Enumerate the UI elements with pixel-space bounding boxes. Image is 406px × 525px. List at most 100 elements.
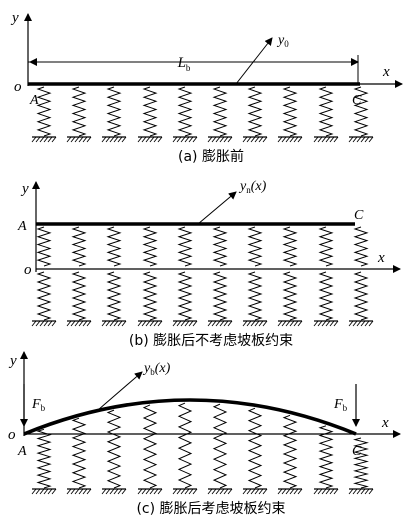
panel-a-spring [106,86,122,137]
panel-a-ground-hatch [66,136,72,143]
panel-a-ground-hatch [82,136,88,143]
panel-b-ground-hatch [188,320,194,327]
panel-a-ground-hatch [149,136,155,143]
panel-a-ground-hatch [145,136,151,143]
panel-b-spring-lower [247,271,263,321]
panel-b-ground-hatch [317,320,323,327]
panel-b-ground-hatch [289,320,295,327]
panel-a-spring [212,86,228,137]
panel-b-ground-hatch [35,320,41,327]
panel-b-spring-upper [318,226,334,267]
panel-c-displacement-sub: b [150,367,155,377]
panel-c-ground-hatch [246,488,252,495]
panel-a-ground-hatch [313,136,319,143]
panel-b-ground-hatch [333,320,339,327]
panel-b-spring-upper [106,226,122,267]
panel-b-ground-hatch [157,320,163,327]
panel-a-spring [71,86,87,137]
panel-b-ground-hatch [368,320,374,327]
panel-a-ground-hatch [333,136,339,143]
panel-c-ground-hatch [348,488,354,495]
panel-a-ground-hatch [101,136,107,143]
panel-b-ground-hatch [192,320,198,327]
panel-a-ground-hatch [39,136,45,143]
panel-b-spring-upper [177,226,193,267]
panel-a-ground-hatch [105,136,111,143]
panel-a-y-axis-label: y [10,10,19,26]
panel-c-ground-hatch [137,488,143,495]
panel-b-ground-hatch [223,320,229,327]
panel-c-force-right-sub: b [343,403,348,413]
panel-a-ground-hatch [293,136,299,143]
panel-c-ground-hatch [325,488,331,495]
panel-c-spring [353,437,369,489]
panel-b-ground-hatch [47,320,53,327]
panel-b-point-c: C [354,208,364,223]
panel-a-ground-hatch [78,136,84,143]
panel-b-ground-hatch [78,320,84,327]
panel-a-ground-hatch [172,136,178,143]
panel-c-ground-hatch [47,488,53,495]
panel-a-spring-bed [31,86,374,143]
panel-c-ground-hatch [317,488,323,495]
panel-c-spring [212,403,228,489]
panel-a-point-a: A [29,93,39,108]
panel-a-ground-hatch [348,136,354,143]
panel-c-spring [36,428,52,489]
panel-b-ground-hatch [356,320,362,327]
panel-b-ground-hatch [348,320,354,327]
panel-c: y x o A C Fb Fb yb(x) (c) 膨胀后考虑坡板约束 [8,351,401,517]
panel-c-ground-hatch [74,488,80,495]
panel-b-point-a: A [17,219,27,234]
panel-c-ground-hatch [223,488,229,495]
panel-b-displacement-arrow [197,191,237,225]
panel-a-ground-hatch [277,136,283,143]
panel-a-origin-label: o [14,79,22,95]
panel-c-ground-hatch [352,488,358,495]
panel-c-ground-hatch [192,488,198,495]
svg-text:Fb: Fb [333,397,348,413]
panel-a-ground-hatch [329,136,335,143]
panel-c-point-a: A [17,444,27,459]
panel-a: y x o Lb y0 A C (a) 膨胀前 [10,10,403,165]
panel-c-ground-hatch [149,488,155,495]
panel-c-displacement-arg: (x) [155,361,171,376]
panel-a-ground-hatch [250,136,256,143]
panel-b-ground-hatch [250,320,256,327]
panel-a-ground-hatch [35,136,41,143]
panel-a-ground-hatch [285,136,291,143]
panel-b-ground-hatch [211,320,217,327]
panel-b-spring-upper [71,226,87,267]
panel-a-ground-hatch [360,136,366,143]
panel-c-force-left-sub: b [41,403,46,413]
panel-a-spring [36,86,52,137]
panel-a-ground-hatch [223,136,229,143]
panel-a-ground-hatch [47,136,53,143]
panel-b-ground-hatch [113,320,119,327]
panel-c-ground-hatch [262,488,268,495]
panel-c-ground-hatch [157,488,163,495]
panel-a-ground-hatch [289,136,295,143]
panel-b-displacement-label: y [238,179,247,194]
panel-c-ground-hatch [43,488,49,495]
panel-c-caption: (c) 膨胀后考虑坡板约束 [136,500,285,517]
panel-b-ground-hatch [246,320,252,327]
panel-c-ground-hatch [254,488,260,495]
panel-c-ground-hatch [101,488,107,495]
panel-c-spring-bed [31,402,374,495]
panel-c-ground-hatch [364,488,370,495]
svg-text:Fb: Fb [31,397,46,413]
panel-a-ground-hatch [180,136,186,143]
panel-b-ground-hatch [281,320,287,327]
panel-c-spring [247,407,263,489]
panel-c-ground-hatch [184,488,190,495]
panel-a-ground-hatch [109,136,115,143]
panel-c-spring [142,404,158,489]
panel-c-ground-hatch [31,488,37,495]
panel-c-ground-hatch [121,488,127,495]
panel-c-ground-hatch [105,488,111,495]
panel-b-ground-hatch [297,320,303,327]
panel-c-ground-hatch [289,488,295,495]
panel-c-ground-hatch [78,488,84,495]
